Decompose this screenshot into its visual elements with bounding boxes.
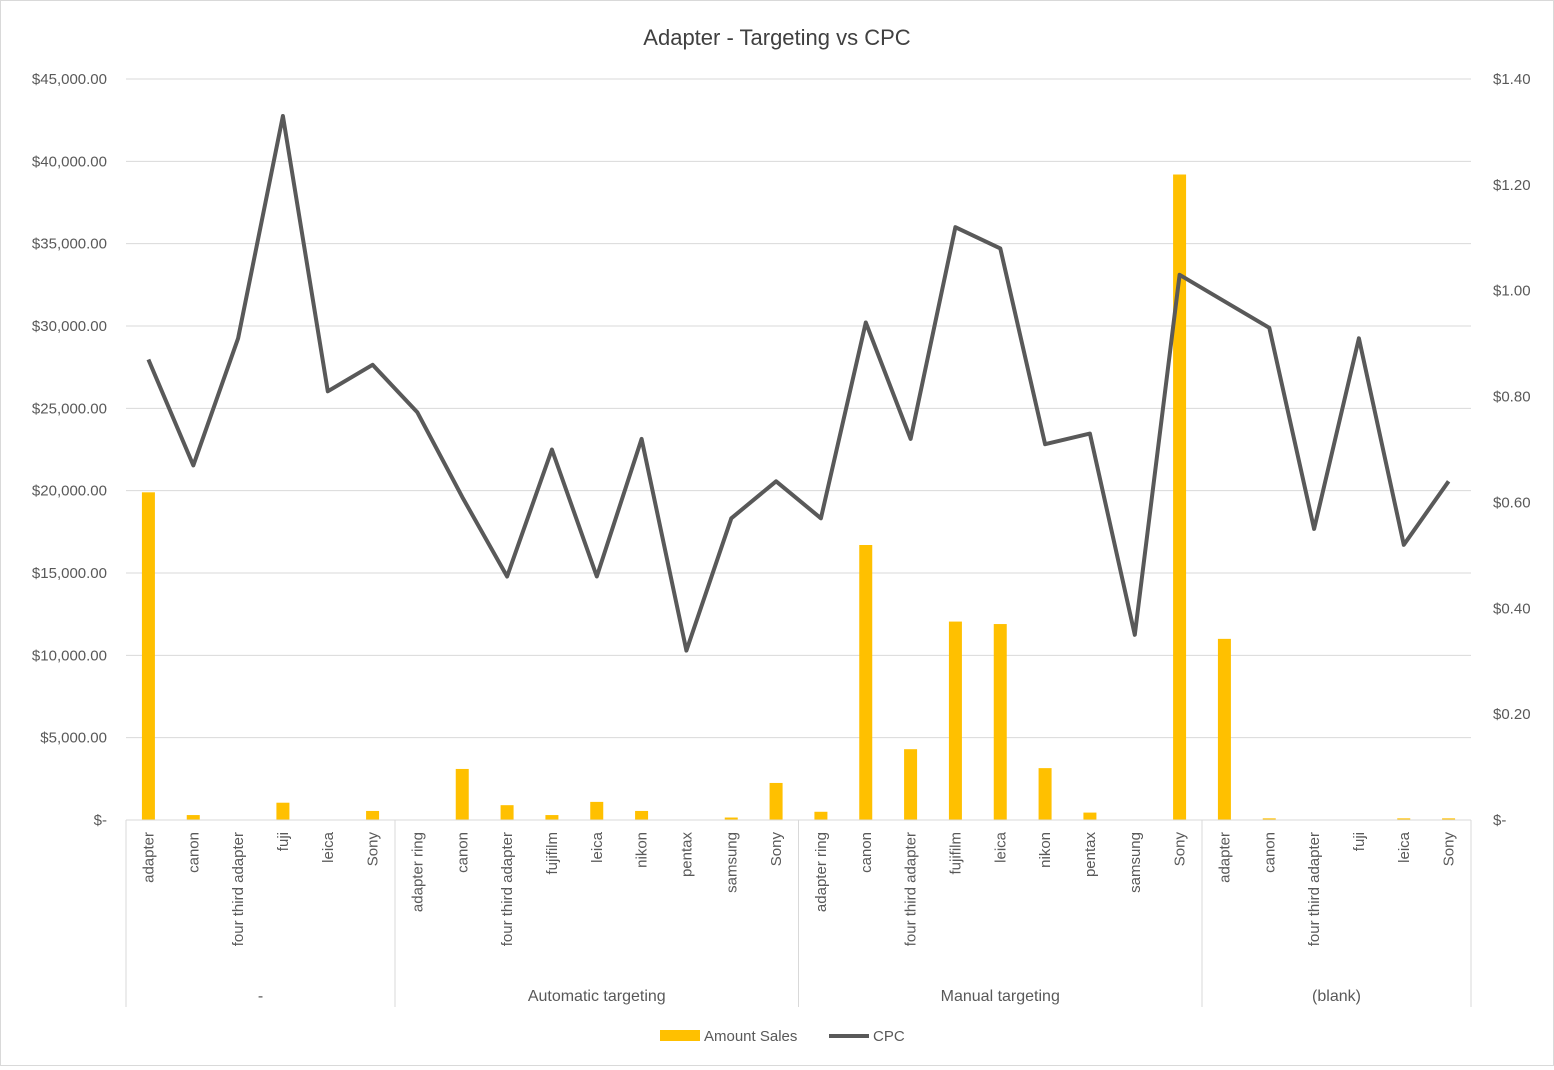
right-tick-label: $0.60 [1493, 494, 1531, 511]
left-tick-label: $10,000.00 [32, 647, 107, 664]
x-tick-label: adapter ring [813, 832, 830, 912]
x-tick-label: four third adapter [230, 832, 247, 946]
chart-title: Adapter - Targeting vs CPC [643, 25, 910, 50]
bar [545, 815, 559, 820]
legend-swatch-amount-sales [660, 1030, 700, 1041]
x-tick-label: adapter [140, 832, 157, 883]
x-tick-label: leica [992, 831, 1009, 863]
x-tick-label: nikon [1037, 832, 1054, 868]
x-tick-label: fujifilm [947, 832, 964, 875]
x-tick-label: canon [185, 832, 202, 873]
right-tick-label: $0.20 [1493, 706, 1531, 723]
x-tick-label: canon [1261, 832, 1278, 873]
x-tick-label: samsung [723, 832, 740, 893]
bar [993, 624, 1007, 820]
bar [590, 801, 604, 820]
right-tick-label: $0.80 [1493, 389, 1531, 406]
bar [366, 810, 380, 820]
right-tick-label: $- [1493, 812, 1506, 829]
bar [1217, 638, 1231, 820]
bar [500, 805, 514, 820]
right-tick-label: $1.00 [1493, 283, 1531, 300]
x-tick-label: pentax [1082, 832, 1099, 878]
x-tick-label: adapter ring [409, 832, 426, 912]
x-tick-label: pentax [678, 832, 695, 878]
bar [1173, 174, 1187, 821]
bar [186, 815, 200, 820]
x-tick-label: nikon [634, 832, 651, 868]
right-tick-label: $1.40 [1493, 71, 1531, 88]
bar [904, 749, 918, 820]
bar [948, 621, 962, 820]
x-tick-label: fuji [1351, 832, 1368, 851]
x-tick-label: Sony [365, 832, 382, 867]
bar [455, 768, 469, 820]
left-tick-label: $- [94, 812, 107, 829]
group-label: Manual targeting [941, 988, 1060, 1005]
cpc-line-layer [146, 114, 1451, 653]
x-tick-label: canon [858, 832, 875, 873]
x-tick-label: four third adapter [499, 832, 516, 946]
x-tick-label: leica [589, 831, 606, 863]
x-tick-label: four third adapter [903, 832, 920, 946]
x-tick-label: Sony [1441, 832, 1458, 867]
bar [1038, 768, 1052, 820]
bar [141, 492, 155, 820]
bar [1442, 818, 1456, 820]
bar [1397, 818, 1411, 820]
right-axis-ticks: $- $0.20 $0.40 $0.60 $0.80 $1.00 $1.20 $1.40 [1493, 71, 1531, 829]
legend: Amount Sales CPC [660, 1028, 905, 1045]
left-tick-label: $45,000.00 [32, 71, 107, 88]
bar [1262, 818, 1276, 820]
x-tick-label: fujifilm [544, 832, 561, 875]
x-tick-label: Sony [768, 832, 785, 867]
bar [276, 802, 290, 820]
right-tick-label: $0.40 [1493, 600, 1531, 617]
group-label: Automatic targeting [528, 988, 666, 1005]
x-tick-label: four third adapter [1306, 832, 1323, 946]
bar [859, 545, 873, 820]
left-tick-label: $40,000.00 [32, 153, 107, 170]
legend-label-amount-sales: Amount Sales [704, 1028, 797, 1045]
gridlines [126, 78, 1471, 739]
x-axis: adapter canon four third adapter fuji leica S… [125, 819, 1472, 1007]
left-tick-label: $20,000.00 [32, 483, 107, 500]
bar [769, 782, 783, 820]
cpc-line [146, 114, 1451, 653]
left-tick-label: $30,000.00 [32, 318, 107, 335]
left-axis-ticks: $- $5,000.00 $10,000.00 $15,000.00 $20,000.0… [32, 71, 107, 829]
x-tick-label: Sony [1172, 832, 1189, 867]
right-tick-label: $1.20 [1493, 177, 1531, 194]
amount-sales-bars [141, 174, 1456, 821]
left-tick-label: $35,000.00 [32, 236, 107, 253]
x-tick-label: leica [320, 831, 337, 863]
x-tick-label: fuji [275, 832, 292, 851]
legend-label-cpc: CPC [873, 1028, 905, 1045]
bar [635, 810, 649, 820]
left-tick-label: $25,000.00 [32, 400, 107, 417]
left-tick-label: $15,000.00 [32, 565, 107, 582]
group-label: - [258, 988, 263, 1005]
x-tick-label: canon [454, 832, 471, 873]
bar [1083, 812, 1097, 820]
x-tick-label: adapter [1216, 832, 1233, 883]
bar [814, 811, 828, 820]
group-label: (blank) [1312, 988, 1361, 1005]
bar [724, 817, 738, 820]
x-tick-label: leica [1396, 831, 1413, 863]
x-tick-label: samsung [1127, 832, 1144, 893]
left-tick-label: $5,000.00 [40, 730, 107, 747]
